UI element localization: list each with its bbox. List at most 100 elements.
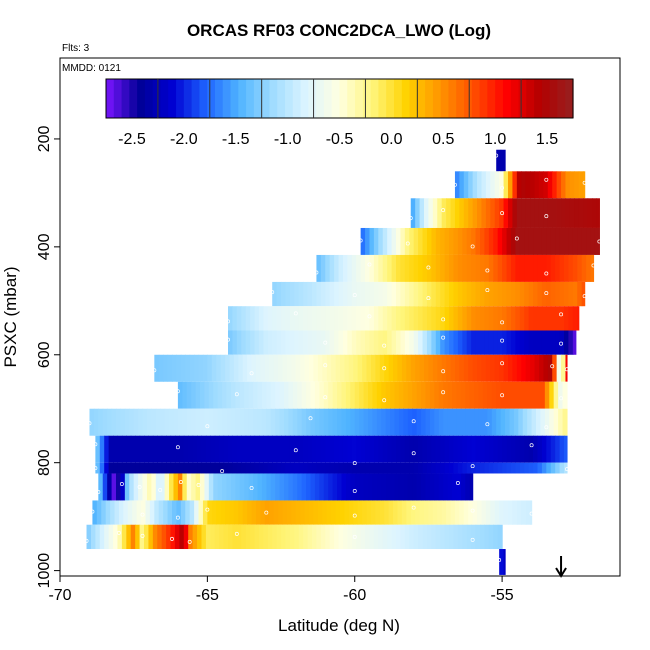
heatmap-cell (182, 473, 188, 501)
heatmap-cell (334, 462, 340, 474)
heatmap-cell (578, 198, 584, 228)
heatmap-cell (174, 435, 180, 463)
colorbar-swatch (386, 79, 395, 118)
heatmap-cell (404, 462, 410, 474)
heatmap-cell (561, 171, 567, 199)
heatmap-cell (332, 408, 338, 436)
heatmap-cell (373, 306, 379, 331)
heatmap-cell (298, 435, 304, 463)
heatmap-cell (396, 524, 402, 550)
heatmap-cell (396, 254, 402, 282)
heatmap-cell (478, 381, 484, 409)
heatmap-cell (359, 473, 365, 501)
heatmap-cell (569, 198, 575, 228)
heatmap-cell (413, 254, 419, 282)
heatmap-cell (466, 330, 472, 355)
heatmap-cell (226, 473, 232, 501)
heatmap-cell (475, 227, 481, 255)
heatmap-cell (435, 330, 441, 355)
heatmap-cell (463, 198, 469, 228)
heatmap-cell (366, 354, 372, 382)
heatmap-cell (502, 306, 508, 331)
heatmap-cell (435, 462, 441, 474)
heatmap-cell (276, 462, 282, 474)
heatmap-cell (189, 354, 195, 382)
heatmap-cell (565, 198, 571, 228)
heatmap-cell (449, 435, 455, 463)
heatmap-cell (512, 171, 518, 199)
heatmap-cell (174, 524, 180, 550)
heatmap-cell (541, 227, 547, 255)
heatmap-cell (228, 524, 234, 550)
heatmap-cell (360, 462, 366, 474)
heatmap-cell (537, 281, 543, 307)
heatmap-cell (192, 462, 198, 474)
heatmap-cell (276, 306, 282, 331)
heatmap-cell (230, 408, 236, 436)
heatmap-cell (114, 500, 120, 525)
heatmap-cell (488, 524, 494, 550)
heatmap-cell (281, 281, 287, 307)
heatmap-cell (219, 462, 225, 474)
colorbar-swatch (448, 79, 457, 118)
heatmap-cell (369, 227, 375, 255)
heatmap-cell (98, 408, 104, 436)
heatmap-cell (350, 381, 356, 409)
heatmap-cell (434, 473, 440, 501)
heatmap-cell (264, 500, 270, 525)
heatmap-cell (211, 354, 217, 382)
heatmap-cell (166, 435, 172, 463)
heatmap-cell (484, 524, 490, 550)
heatmap-cell (457, 435, 463, 463)
heatmap-cell (515, 330, 521, 355)
heatmap-cell (260, 500, 266, 525)
colorbar (105, 78, 574, 119)
measurement-marker (426, 265, 431, 270)
heatmap-cell (471, 524, 477, 550)
heatmap-cell (205, 435, 211, 463)
heatmap-cell (549, 381, 555, 409)
heatmap-cell (481, 500, 487, 525)
colorbar-swatch (316, 79, 325, 118)
heatmap-cell (183, 524, 189, 550)
heatmap-cell (303, 524, 309, 550)
measurement-marker (529, 511, 534, 516)
heatmap-cell (139, 435, 145, 463)
colorbar-tick-label: 0.0 (380, 131, 402, 148)
heatmap-cell (272, 281, 278, 307)
heatmap-cell (344, 500, 350, 525)
heatmap-cell (528, 462, 534, 474)
heatmap-cell (462, 462, 468, 474)
heatmap-cell (485, 198, 491, 228)
heatmap-cell (453, 281, 459, 307)
heatmap-cell (385, 408, 391, 436)
heatmap-cell (152, 435, 158, 463)
heatmap-cell (285, 281, 291, 307)
heatmap-cell (510, 330, 516, 355)
heatmap-cell (426, 227, 432, 255)
heatmap-cell (528, 435, 534, 463)
measurement-marker (441, 317, 446, 322)
heatmap-cell (510, 462, 516, 474)
heatmap-cell (381, 408, 387, 436)
heatmap-cell (444, 227, 450, 255)
y-axis-label: PSXC (mbar) (1, 266, 20, 367)
colorbar-swatch (471, 79, 481, 118)
heatmap-cell (509, 381, 515, 409)
heatmap-cell (275, 381, 281, 409)
heatmap-cell (142, 408, 148, 436)
heatmap-cell (494, 171, 500, 199)
heatmap-cell (387, 227, 393, 255)
heatmap-cell (390, 473, 396, 501)
heatmap-cell (382, 227, 388, 255)
colorbar-swatch (214, 79, 224, 118)
heatmap-cell (490, 198, 496, 228)
heatmap-cell (592, 198, 598, 228)
heatmap-cell (541, 306, 547, 331)
heatmap-cell (496, 381, 502, 409)
measurement-marker (453, 182, 457, 187)
measurement-marker (500, 338, 505, 343)
heatmap-cell (320, 306, 326, 331)
heatmap-cell (409, 524, 415, 550)
heatmap-cell (272, 435, 278, 463)
